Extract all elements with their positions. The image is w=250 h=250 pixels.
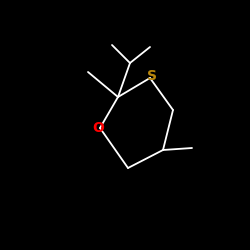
Text: O: O xyxy=(92,121,104,135)
Text: S: S xyxy=(147,69,157,83)
